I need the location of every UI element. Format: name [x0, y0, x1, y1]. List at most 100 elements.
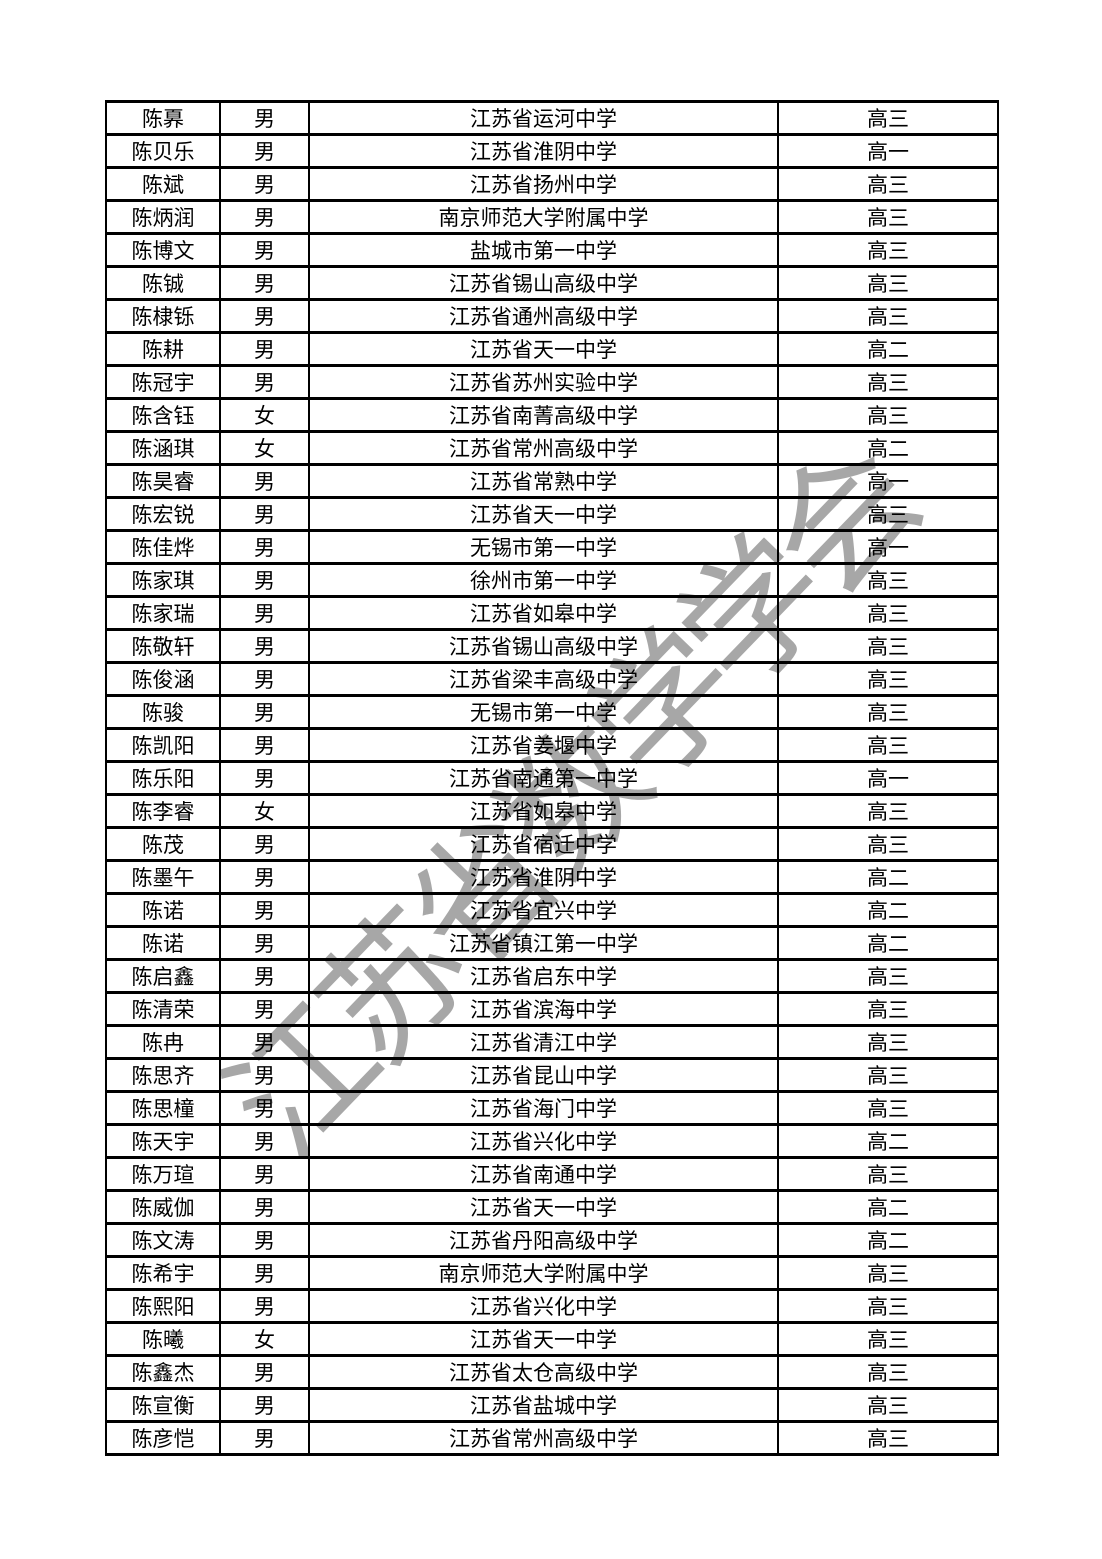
student-name-cell: 陈铖 [105, 265, 221, 301]
student-school-cell: 江苏省如皋中学 [308, 595, 779, 631]
table-row: 陈冉男江苏省清江中学 高三 [105, 1024, 999, 1060]
table-row: 陈曦女江苏省天一中学 高三 [105, 1321, 999, 1357]
student-gender-cell: 男 [219, 1387, 310, 1423]
student-gender-cell: 男 [219, 1420, 310, 1456]
student-gender-cell: 男 [219, 1156, 310, 1192]
roster-table-body: 陈奡男江苏省运河中学 高三 陈贝乐男江苏省淮阴中学 高一 陈斌男江苏省扬州中学 高三 陈炳润… [105, 100, 999, 1456]
student-gender-cell: 女 [219, 430, 310, 466]
table-row: 陈奡男江苏省运河中学 高三 [105, 100, 999, 136]
student-grade-cell: 高三 [777, 661, 999, 697]
student-school-cell: 江苏省常熟中学 [308, 463, 779, 499]
student-school-cell: 江苏省运河中学 [308, 100, 779, 136]
student-gender-cell: 男 [219, 628, 310, 664]
student-name-cell: 陈冉 [105, 1024, 221, 1060]
student-grade-cell: 高三 [777, 727, 999, 763]
student-name-cell: 陈思橦 [105, 1090, 221, 1126]
student-school-cell: 江苏省宿迁中学 [308, 826, 779, 862]
student-name-cell: 陈诺 [105, 892, 221, 928]
student-grade-cell: 高三 [777, 1354, 999, 1390]
table-row: 陈乐阳男江苏省南通第一中学 高一 [105, 760, 999, 796]
student-gender-cell: 男 [219, 463, 310, 499]
student-grade-cell: 高三 [777, 496, 999, 532]
student-grade-cell: 高三 [777, 166, 999, 202]
table-row: 陈彦恺男江苏省常州高级中学 高三 [105, 1420, 999, 1456]
student-name-cell: 陈奡 [105, 100, 221, 136]
table-row: 陈熙阳男江苏省兴化中学 高三 [105, 1288, 999, 1324]
table-row: 陈贝乐男江苏省淮阴中学 高一 [105, 133, 999, 169]
student-grade-cell: 高三 [777, 1387, 999, 1423]
student-name-cell: 陈熙阳 [105, 1288, 221, 1324]
table-row: 陈茂男江苏省宿迁中学 高三 [105, 826, 999, 862]
student-gender-cell: 男 [219, 298, 310, 334]
student-gender-cell: 男 [219, 1189, 310, 1225]
table-row: 陈天宇男江苏省兴化中学 高二 [105, 1123, 999, 1159]
table-row: 陈启鑫男江苏省启东中学 高三 [105, 958, 999, 994]
student-name-cell: 陈李睿 [105, 793, 221, 829]
table-row: 陈耕男江苏省天一中学 高二 [105, 331, 999, 367]
student-grade-cell: 高三 [777, 232, 999, 268]
table-row: 陈铖男江苏省锡山高级中学 高三 [105, 265, 999, 301]
student-gender-cell: 男 [219, 595, 310, 631]
student-grade-cell: 高三 [777, 1090, 999, 1126]
student-gender-cell: 男 [219, 727, 310, 763]
student-school-cell: 江苏省兴化中学 [308, 1123, 779, 1159]
table-row: 陈骏男无锡市第一中学 高三 [105, 694, 999, 730]
student-name-cell: 陈宏锐 [105, 496, 221, 532]
student-grade-cell: 高二 [777, 1189, 999, 1225]
student-name-cell: 陈棣铄 [105, 298, 221, 334]
student-name-cell: 陈茂 [105, 826, 221, 862]
student-grade-cell: 高三 [777, 1156, 999, 1192]
student-school-cell: 江苏省淮阴中学 [308, 133, 779, 169]
student-school-cell: 江苏省苏州实验中学 [308, 364, 779, 400]
table-row: 陈墨午男江苏省淮阴中学 高二 [105, 859, 999, 895]
student-grade-cell: 高三 [777, 364, 999, 400]
student-school-cell: 江苏省镇江第一中学 [308, 925, 779, 961]
student-name-cell: 陈文涛 [105, 1222, 221, 1258]
student-school-cell: 江苏省锡山高级中学 [308, 628, 779, 664]
student-gender-cell: 男 [219, 331, 310, 367]
student-grade-cell: 高三 [777, 562, 999, 598]
student-gender-cell: 男 [219, 1222, 310, 1258]
student-name-cell: 陈耕 [105, 331, 221, 367]
student-gender-cell: 男 [219, 496, 310, 532]
student-school-cell: 江苏省南通第一中学 [308, 760, 779, 796]
student-gender-cell: 男 [219, 133, 310, 169]
table-row: 陈敬轩男江苏省锡山高级中学 高三 [105, 628, 999, 664]
table-row: 陈李睿女江苏省如皋中学 高三 [105, 793, 999, 829]
student-name-cell: 陈威伽 [105, 1189, 221, 1225]
student-school-cell: 江苏省姜堰中学 [308, 727, 779, 763]
table-row: 陈昊睿男江苏省常熟中学 高一 [105, 463, 999, 499]
student-gender-cell: 男 [219, 1255, 310, 1291]
student-grade-cell: 高三 [777, 1288, 999, 1324]
student-gender-cell: 女 [219, 1321, 310, 1357]
table-row: 陈希宇男南京师范大学附属中学 高三 [105, 1255, 999, 1291]
student-school-cell: 南京师范大学附属中学 [308, 199, 779, 235]
table-row: 陈宏锐男江苏省天一中学 高三 [105, 496, 999, 532]
student-name-cell: 陈俊涵 [105, 661, 221, 697]
student-name-cell: 陈博文 [105, 232, 221, 268]
student-grade-cell: 高二 [777, 925, 999, 961]
table-row: 陈思齐男江苏省昆山中学 高三 [105, 1057, 999, 1093]
table-row: 陈涵琪女江苏省常州高级中学 高二 [105, 430, 999, 466]
student-name-cell: 陈佳烨 [105, 529, 221, 565]
student-grade-cell: 高三 [777, 265, 999, 301]
table-row: 陈佳烨男无锡市第一中学 高一 [105, 529, 999, 565]
student-school-cell: 江苏省清江中学 [308, 1024, 779, 1060]
table-row: 陈炳润男南京师范大学附属中学 高三 [105, 199, 999, 235]
student-name-cell: 陈宣衡 [105, 1387, 221, 1423]
student-grade-cell: 高一 [777, 133, 999, 169]
student-name-cell: 陈启鑫 [105, 958, 221, 994]
student-grade-cell: 高三 [777, 100, 999, 136]
table-row: 陈威伽男江苏省天一中学 高二 [105, 1189, 999, 1225]
student-name-cell: 陈天宇 [105, 1123, 221, 1159]
student-school-cell: 江苏省南通中学 [308, 1156, 779, 1192]
student-name-cell: 陈含钰 [105, 397, 221, 433]
student-grade-cell: 高二 [777, 859, 999, 895]
student-school-cell: 江苏省扬州中学 [308, 166, 779, 202]
student-grade-cell: 高三 [777, 826, 999, 862]
student-name-cell: 陈思齐 [105, 1057, 221, 1093]
student-school-cell: 江苏省南菁高级中学 [308, 397, 779, 433]
student-name-cell: 陈乐阳 [105, 760, 221, 796]
student-name-cell: 陈彦恺 [105, 1420, 221, 1456]
